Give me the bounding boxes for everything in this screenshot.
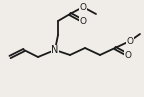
Text: O: O xyxy=(79,3,87,12)
Text: O: O xyxy=(126,36,133,45)
Text: N: N xyxy=(51,45,59,55)
Text: O: O xyxy=(79,16,87,26)
Text: O: O xyxy=(125,51,131,59)
